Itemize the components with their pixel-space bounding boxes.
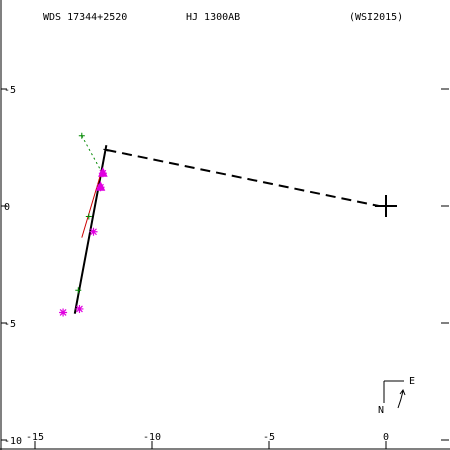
- dashed-line: [106, 148, 380, 207]
- compass-arrow-icon: [397, 388, 406, 409]
- green-dotted-line: [81, 135, 103, 173]
- compass-east-label: E: [409, 376, 415, 387]
- green-plus-point: [78, 132, 85, 139]
- orbit-end-tick: [103, 148, 109, 152]
- magenta-star-point: [59, 308, 68, 317]
- y-tick-label: -5: [4, 85, 16, 96]
- magenta-star-point: [89, 227, 98, 236]
- compass-north-label: N: [378, 405, 384, 416]
- x-tick-label: 0: [383, 432, 389, 443]
- y-tick-label: -5: [4, 319, 16, 330]
- magenta-star-point: [96, 183, 105, 192]
- source-label: (WSI2015): [349, 12, 403, 23]
- residual-line: [81, 170, 103, 238]
- magenta-star-point: [75, 304, 84, 313]
- x-tick-label: -15: [26, 432, 44, 443]
- data-marks: [59, 132, 397, 317]
- wds-id: WDS 17344+2520: [43, 12, 127, 23]
- y-tick-label: -10: [4, 436, 22, 447]
- y-tick-label: 0: [4, 202, 10, 213]
- x-tick-label: -10: [143, 432, 161, 443]
- primary-star-cross: [375, 195, 397, 217]
- compass: N E: [378, 376, 415, 416]
- axis-ticks: -15 -10 -5 0 -10 -5 0 -5: [1, 85, 449, 449]
- green-plus-point: [75, 287, 82, 294]
- magenta-star-point: [98, 169, 107, 178]
- pair-name: HJ 1300AB: [186, 12, 240, 23]
- green-plus-point: [85, 213, 92, 220]
- x-tick-label: -5: [263, 432, 275, 443]
